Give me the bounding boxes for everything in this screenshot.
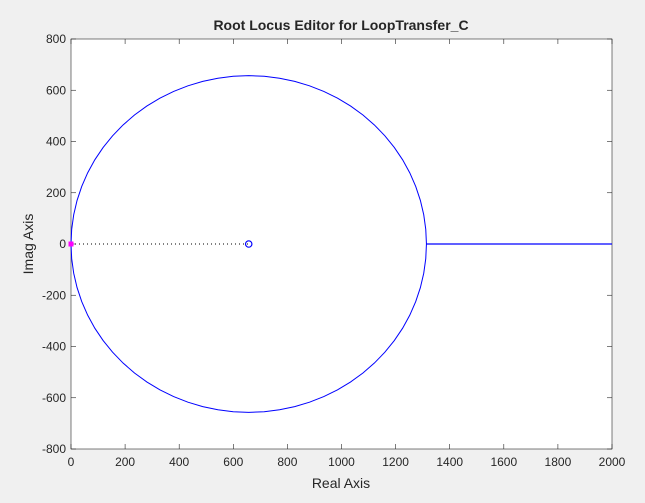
x-tick-label: 1000 [328, 455, 355, 469]
x-tick-label: 800 [277, 455, 297, 469]
marker-layer [68, 240, 253, 248]
x-tick-label: 600 [223, 455, 243, 469]
x-tick-label: 0 [68, 455, 75, 469]
y-tick-label: 400 [46, 135, 66, 149]
chart-title: Root Locus Editor for LoopTransfer_C [213, 17, 468, 33]
y-tick-label: 600 [46, 83, 66, 97]
y-tick-label: 800 [46, 32, 66, 46]
y-tick-label: -600 [42, 391, 66, 405]
closed-loop-pole-marker[interactable] [68, 241, 74, 247]
tick-labels: 0 200 400 600 800 1000 1200 1400 1600 1800 2000-80… [42, 32, 626, 469]
x-tick-label: 400 [169, 455, 189, 469]
y-axis-label: Imag Axis [20, 214, 36, 275]
x-tick-label: 1600 [490, 455, 517, 469]
x-tick-label: 1400 [436, 455, 463, 469]
y-tick-label: -400 [42, 340, 66, 354]
x-tick-label: 1200 [382, 455, 409, 469]
x-tick-label: 1800 [545, 455, 572, 469]
y-tick-label: 0 [59, 237, 66, 251]
y-tick-label: -800 [42, 442, 66, 456]
x-axis-label: Real Axis [312, 475, 370, 491]
zero-marker[interactable] [244, 240, 253, 248]
y-tick-label: 200 [46, 186, 66, 200]
x-tick-label: 200 [115, 455, 135, 469]
y-tick-label: -200 [42, 288, 66, 302]
x-tick-label: 2000 [599, 455, 626, 469]
